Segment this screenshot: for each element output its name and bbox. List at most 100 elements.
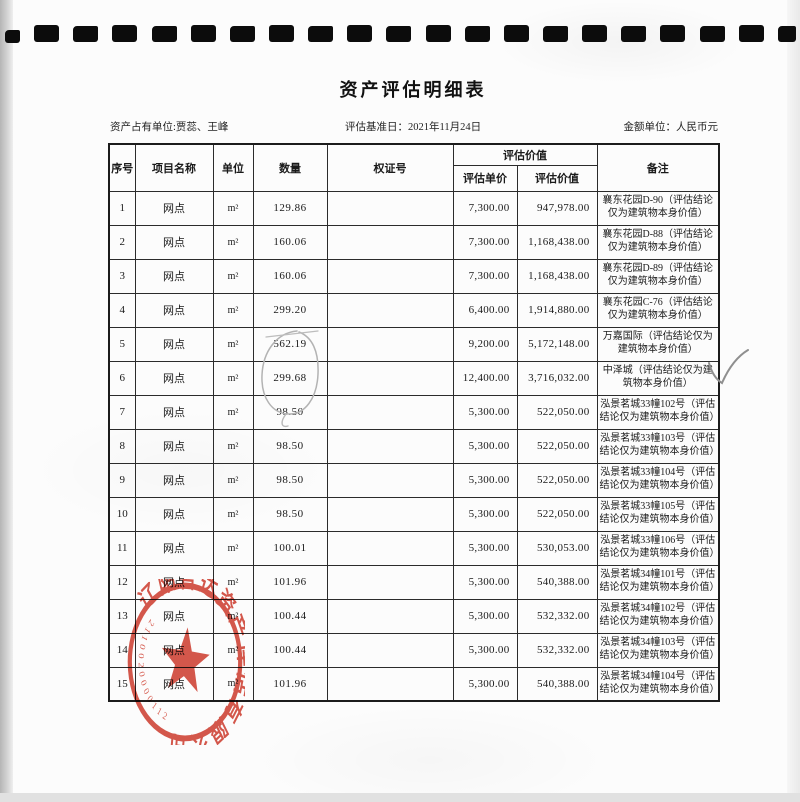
cell-name: 网点 <box>134 666 214 702</box>
cell-seq: 12 <box>108 564 136 600</box>
cell-seq: 15 <box>108 666 136 702</box>
cell-qty: 562.19 <box>252 326 328 362</box>
cell-unit: m² <box>212 326 254 362</box>
table-row: 15 网点 m² 101.96 5,300.00 540,388.00 泓景茗城34幢104… <box>108 666 720 702</box>
binding-hole <box>386 26 412 42</box>
table-row: 5 网点 m² 562.19 9,200.00 5,172,148.00 万嘉国际（评估结论… <box>108 326 720 362</box>
cell-qty: 160.06 <box>252 258 328 294</box>
table-row: 1 网点 m² 129.86 7,300.00 947,978.00 襄东花园D-90（评估… <box>108 190 720 226</box>
cell-qty: 129.86 <box>252 190 328 226</box>
binding-hole <box>229 26 255 42</box>
cell-unit: m² <box>212 564 254 600</box>
cell-value: 947,978.00 <box>516 190 598 226</box>
binding-hole <box>347 25 373 42</box>
cell-unit: m² <box>212 496 254 532</box>
cell-price: 5,300.00 <box>452 666 518 702</box>
cell-value: 1,914,880.00 <box>516 292 598 328</box>
cell-qty: 100.44 <box>252 598 328 634</box>
cell-value: 532,332.00 <box>516 598 598 634</box>
cell-remark: 泓景茗城33幢104号（评估结论仅为建筑物本身价值） <box>596 462 720 498</box>
cell-name: 网点 <box>134 190 214 226</box>
binding-hole <box>268 25 294 42</box>
cell-price: 5,300.00 <box>452 598 518 634</box>
table-row: 6 网点 m² 299.68 12,400.00 3,716,032.00 中泽城（评估结论… <box>108 360 720 396</box>
cell-price: 5,300.00 <box>452 496 518 532</box>
cell-price: 5,300.00 <box>452 632 518 668</box>
binding-hole <box>151 26 177 42</box>
binding-hole <box>5 30 20 43</box>
binding-hole <box>542 26 568 42</box>
scan-bottom-edge <box>0 793 800 802</box>
cell-seq: 6 <box>108 360 136 396</box>
cell-price: 5,300.00 <box>452 428 518 464</box>
cell-remark: 襄东花园D-88（评估结论仅为建筑物本身价值） <box>596 224 720 260</box>
cell-qty: 101.96 <box>252 666 328 702</box>
cell-remark: 襄东花园D-90（评估结论仅为建筑物本身价值） <box>596 190 720 226</box>
table-row: 8 网点 m² 98.50 5,300.00 522,050.00 泓景茗城33幢103号（… <box>108 428 720 464</box>
cell-cert <box>326 190 454 226</box>
cell-seq: 9 <box>108 462 136 498</box>
meta-currency-unit: 金额单位：人民币元 <box>623 122 719 133</box>
header-qty: 数量 <box>252 143 328 192</box>
binding-hole <box>425 25 451 42</box>
table-row: 9 网点 m² 98.50 5,300.00 522,050.00 泓景茗城33幢104号（… <box>108 462 720 498</box>
table-row: 14 网点 m² 100.44 5,300.00 532,332.00 泓景茗城34幢103… <box>108 632 720 668</box>
cell-qty: 160.06 <box>252 224 328 260</box>
cell-qty: 98.50 <box>252 428 328 464</box>
cell-remark: 泓景茗城34幢102号（评估结论仅为建筑物本身价值） <box>596 598 720 634</box>
cell-unit: m² <box>212 428 254 464</box>
header-unit-price: 评估单价 <box>452 164 518 192</box>
cell-value: 5,172,148.00 <box>516 326 598 362</box>
cell-cert <box>326 462 454 498</box>
cell-value: 522,050.00 <box>516 496 598 532</box>
cell-remark: 中泽城（评估结论仅为建筑物本身价值） <box>596 360 720 396</box>
cell-unit: m² <box>212 360 254 396</box>
table-row: 7 网点 m² 98.50 5,300.00 522,050.00 泓景茗城33幢102号（… <box>108 394 720 430</box>
header-cert: 权证号 <box>326 143 454 192</box>
cell-remark: 泓景茗城33幢103号（评估结论仅为建筑物本身价值） <box>596 428 720 464</box>
binding-hole <box>621 26 647 42</box>
cell-cert <box>326 224 454 260</box>
cell-price: 5,300.00 <box>452 564 518 600</box>
header-name: 项目名称 <box>134 143 214 192</box>
cell-unit: m² <box>212 292 254 328</box>
meta-line: 资产占有单位:贾蕊、王峰 评估基准日：2021年11月24日 金额单位：人民币元 <box>108 119 718 134</box>
cell-qty: 299.68 <box>252 360 328 396</box>
cell-value: 540,388.00 <box>516 564 598 600</box>
cell-seq: 14 <box>108 632 136 668</box>
cell-cert <box>326 564 454 600</box>
cell-value: 522,050.00 <box>516 462 598 498</box>
cell-name: 网点 <box>134 462 214 498</box>
cell-cert <box>326 428 454 464</box>
cell-unit: m² <box>212 190 254 226</box>
table-row: 13 网点 m² 100.44 5,300.00 532,332.00 泓景茗城34幢102… <box>108 598 720 634</box>
asset-appraisal-table: 序号 项目名称 单位 数量 权证号 评估价值 备注 评估单价 评估价值 1 网点 m… <box>108 143 720 702</box>
cell-name: 网点 <box>134 326 214 362</box>
binding-hole <box>738 25 764 42</box>
cell-qty: 100.44 <box>252 632 328 668</box>
cell-remark: 襄东花园D-89（评估结论仅为建筑物本身价值） <box>596 258 720 294</box>
cell-remark: 泓景茗城34幢103号（评估结论仅为建筑物本身价值） <box>596 632 720 668</box>
cell-price: 7,300.00 <box>452 224 518 260</box>
cell-price: 12,400.00 <box>452 360 518 396</box>
cell-name: 网点 <box>134 428 214 464</box>
cell-name: 网点 <box>134 564 214 600</box>
cell-price: 5,300.00 <box>452 394 518 430</box>
cell-cert <box>326 632 454 668</box>
cell-qty: 100.01 <box>252 530 328 566</box>
cell-remark: 泓景茗城34幢101号（评估结论仅为建筑物本身价值） <box>596 564 720 600</box>
cell-cert <box>326 360 454 396</box>
cell-name: 网点 <box>134 496 214 532</box>
cell-cert <box>326 598 454 634</box>
cell-cert <box>326 394 454 430</box>
cell-cert <box>326 530 454 566</box>
cell-unit: m² <box>212 258 254 294</box>
cell-value: 540,388.00 <box>516 666 598 702</box>
binding-hole <box>308 26 334 42</box>
binding-hole <box>660 25 686 42</box>
cell-remark: 泓景茗城33幢102号（评估结论仅为建筑物本身价值） <box>596 394 720 430</box>
header-value-group: 评估价值 <box>452 143 598 166</box>
cell-unit: m² <box>212 598 254 634</box>
cell-cert <box>326 496 454 532</box>
